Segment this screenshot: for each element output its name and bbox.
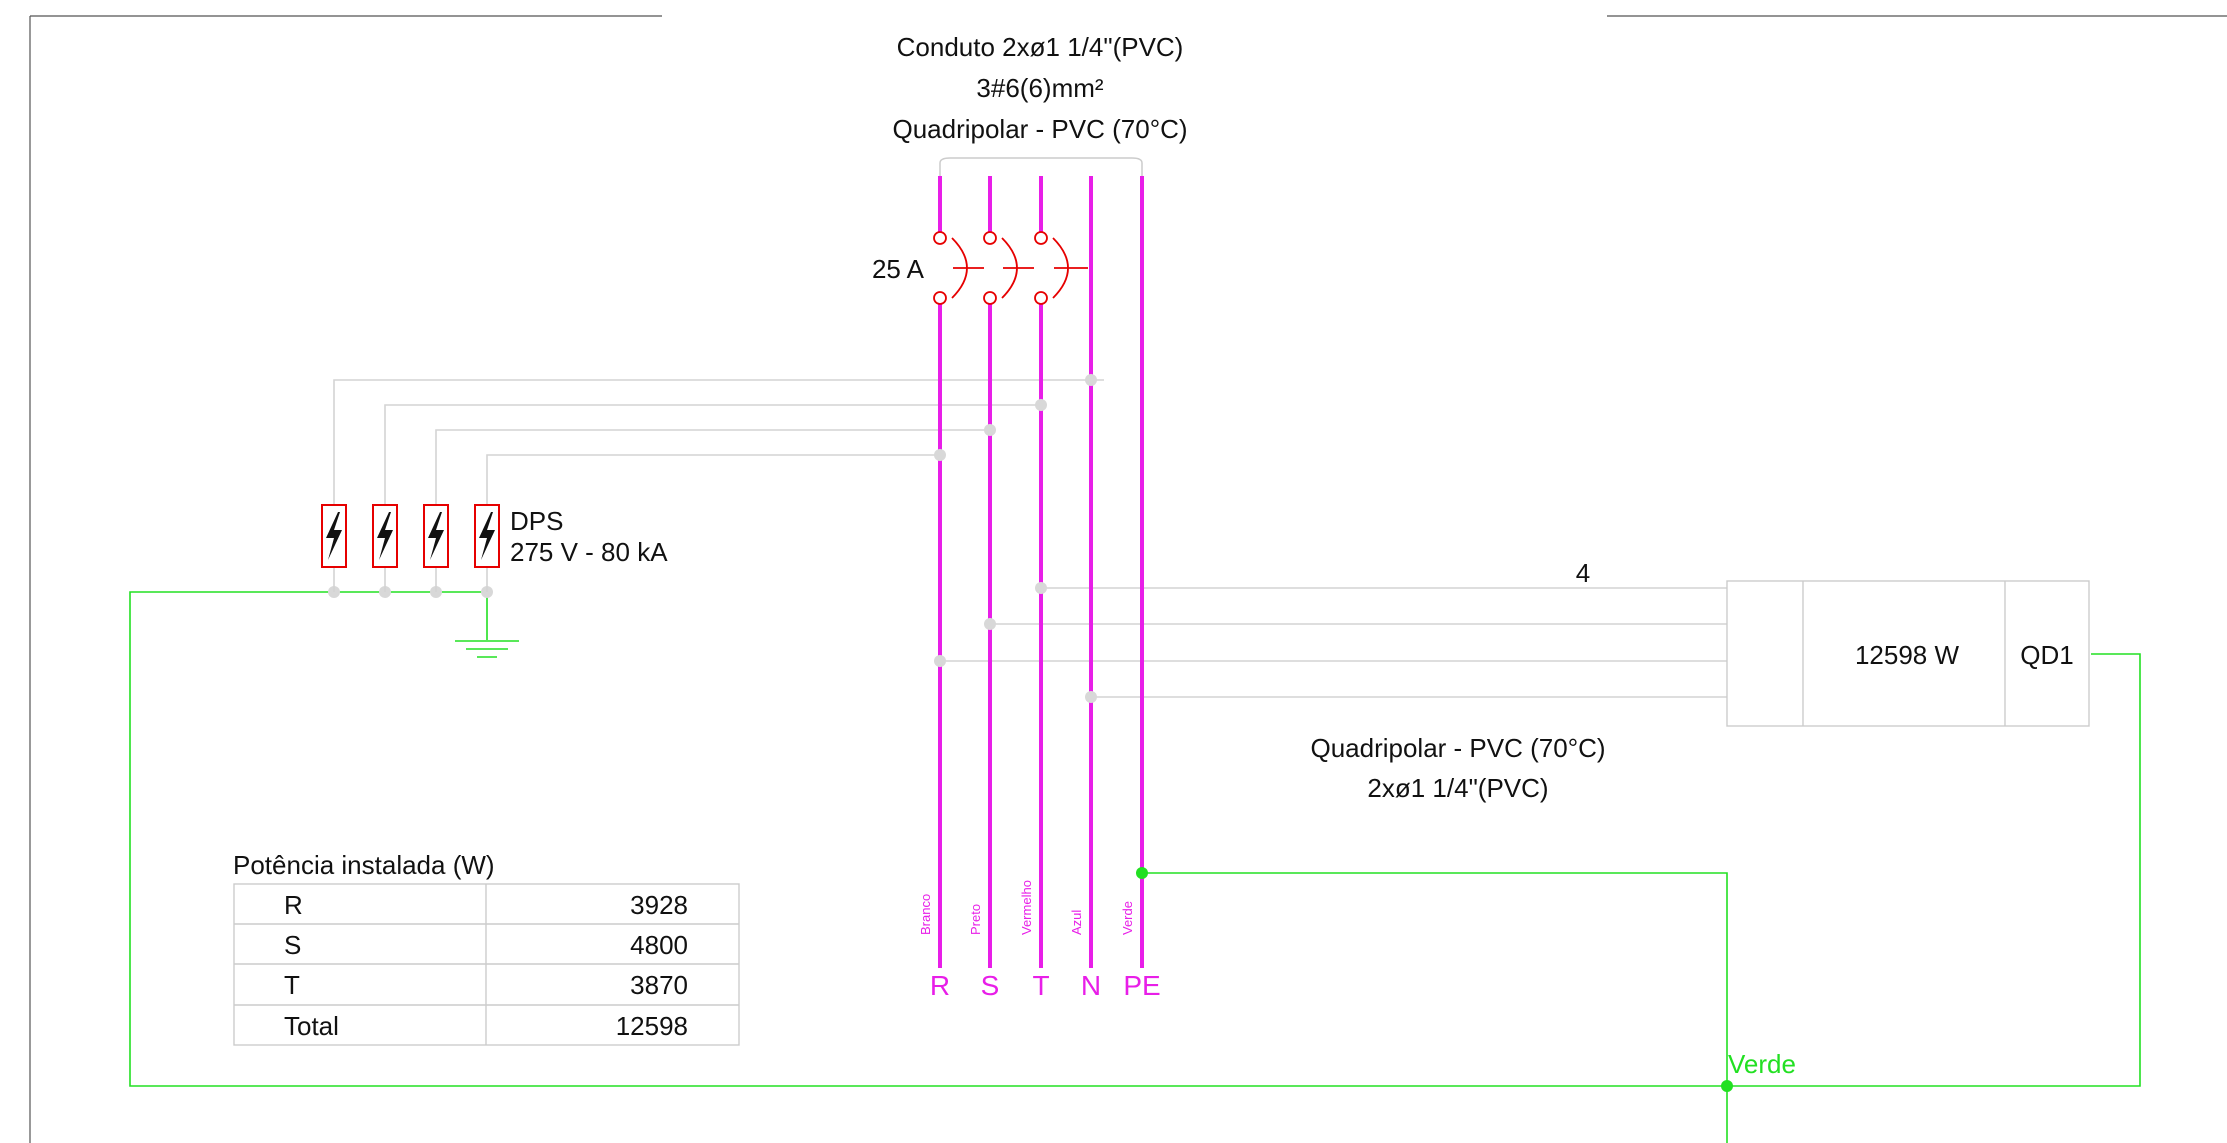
phase-label-pe: PE [1123, 970, 1160, 1001]
table-row-label-total: Total [284, 1011, 339, 1041]
phase-label-t: T [1032, 970, 1049, 1001]
conductor-color-s: Preto [968, 904, 983, 935]
table-row-value-total: 12598 [616, 1011, 688, 1041]
phase-label-s: S [981, 970, 1000, 1001]
panel-name: QD1 [2020, 640, 2073, 670]
power-table [233, 883, 740, 1046]
phase-label-r: R [930, 970, 950, 1001]
conduit-top-line3: Quadripolar - PVC (70°C) [892, 114, 1187, 144]
conduit-top-line2: 3#6(6)mm² [976, 73, 1103, 103]
dps-device-2 [372, 504, 398, 592]
table-row-value-r: 3928 [630, 890, 688, 920]
conductor-color-pe: Verde [1120, 901, 1135, 935]
panel-wires [940, 587, 1727, 698]
lightning-icon [326, 512, 342, 560]
ground-junction-dot [1721, 1080, 1733, 1092]
power-table-title: Potência instalada (W) [233, 850, 495, 880]
table-row-value-s: 4800 [630, 930, 688, 960]
dps-devices [321, 504, 500, 592]
conduit-bottom-line2: 2xø1 1/4"(PVC) [1367, 773, 1548, 803]
breaker-symbol [933, 231, 1088, 305]
conductor-color-r: Branco [918, 894, 933, 935]
ground-wires [129, 591, 2141, 1143]
dps-device-1 [321, 504, 347, 592]
dps-wires [333, 379, 1104, 505]
panel-qd1 [1726, 580, 2090, 727]
ground-label: Verde [1728, 1049, 1796, 1079]
panel-power: 12598 W [1855, 640, 1960, 670]
dps-device-3 [423, 504, 449, 592]
pe-junction-dot [1136, 867, 1148, 879]
lightning-icon [377, 512, 393, 560]
table-row-label-r: R [284, 890, 303, 920]
conductor-color-t: Vermelho [1019, 880, 1034, 935]
table-row-label-t: T [284, 970, 300, 1000]
breaker-rating: 25 A [872, 254, 925, 284]
conduit-bottom-line1: Quadripolar - PVC (70°C) [1310, 733, 1605, 763]
dps-spec: 275 V - 80 kA [510, 537, 668, 567]
phase-conductors [938, 176, 1144, 968]
dps-label: DPS [510, 506, 563, 536]
ground-symbol-icon [455, 640, 519, 658]
table-row-value-t: 3870 [630, 970, 688, 1000]
conductor-brace [939, 157, 1143, 176]
table-row-label-s: S [284, 930, 301, 960]
phase-label-n: N [1081, 970, 1101, 1001]
conductor-color-n: Azul [1069, 910, 1084, 935]
dps-device-4 [474, 504, 500, 592]
conduit-top-line1: Conduto 2xø1 1/4"(PVC) [897, 32, 1184, 62]
panel-circuit-count: 4 [1576, 558, 1590, 588]
lightning-icon [479, 512, 495, 560]
lightning-icon [428, 512, 444, 560]
frame-border [29, 15, 2227, 1143]
